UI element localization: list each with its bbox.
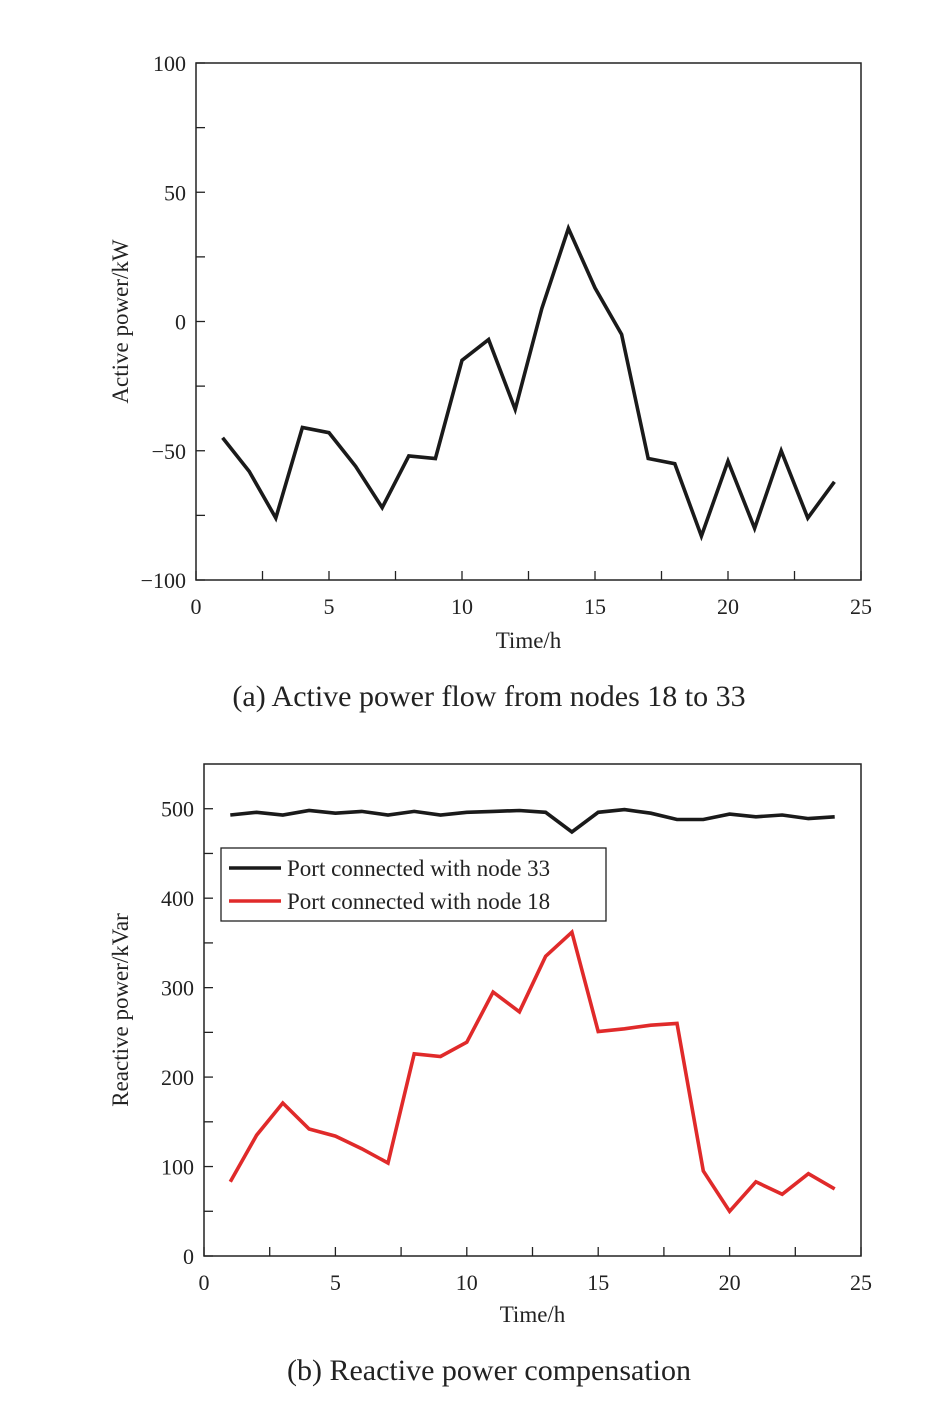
y-tick-label-1-5: 500	[161, 797, 194, 822]
y-axis-title-0: Active power/kW	[108, 239, 133, 403]
series-line-0-0	[221, 223, 836, 542]
plot-frame-1	[203, 763, 862, 1257]
x-axis-title-0: Time/h	[496, 628, 562, 653]
legend-label-1-1: Port connected with node 18	[287, 889, 550, 914]
y-tick-label-0-1: −50	[152, 439, 186, 464]
x-tick-label-0-2: 10	[451, 594, 473, 619]
plot-frame-0	[195, 62, 862, 581]
x-tick-label-1-4: 20	[719, 1270, 741, 1295]
x-tick-label-1-0: 0	[199, 1270, 210, 1295]
y-tick-label-0-3: 50	[164, 180, 186, 205]
chart-caption-1: (b) Reactive power compensation	[287, 1354, 691, 1387]
series-line-1-0	[230, 807, 835, 835]
legend-label-1-0: Port connected with node 33	[287, 856, 550, 881]
y-tick-label-1-2: 200	[161, 1065, 194, 1090]
x-tick-label-0-1: 5	[324, 594, 335, 619]
legend-box-1	[220, 847, 607, 922]
series-line-1-1	[228, 928, 836, 1215]
x-tick-label-0-3: 15	[584, 594, 606, 619]
y-tick-label-1-4: 400	[161, 886, 194, 911]
y-tick-label-0-0: −100	[141, 568, 186, 593]
x-tick-label-0-5: 25	[850, 594, 872, 619]
x-tick-label-1-2: 10	[456, 1270, 478, 1295]
x-tick-label-1-5: 25	[850, 1270, 872, 1295]
x-tick-label-1-3: 15	[587, 1270, 609, 1295]
y-tick-label-0-2: 0	[175, 310, 186, 335]
y-tick-label-1-1: 100	[161, 1155, 194, 1180]
y-axis-title-1: Reactive power/kVar	[108, 913, 133, 1107]
y-tick-label-1-0: 0	[183, 1244, 194, 1269]
y-tick-label-1-3: 300	[161, 976, 194, 1001]
x-tick-label-1-1: 5	[330, 1270, 341, 1295]
x-tick-label-0-0: 0	[191, 594, 202, 619]
y-tick-label-0-4: 100	[153, 51, 186, 76]
x-axis-title-1: Time/h	[500, 1302, 566, 1327]
chart-caption-0: (a) Active power flow from nodes 18 to 3…	[232, 680, 745, 713]
x-tick-label-0-4: 20	[717, 594, 739, 619]
